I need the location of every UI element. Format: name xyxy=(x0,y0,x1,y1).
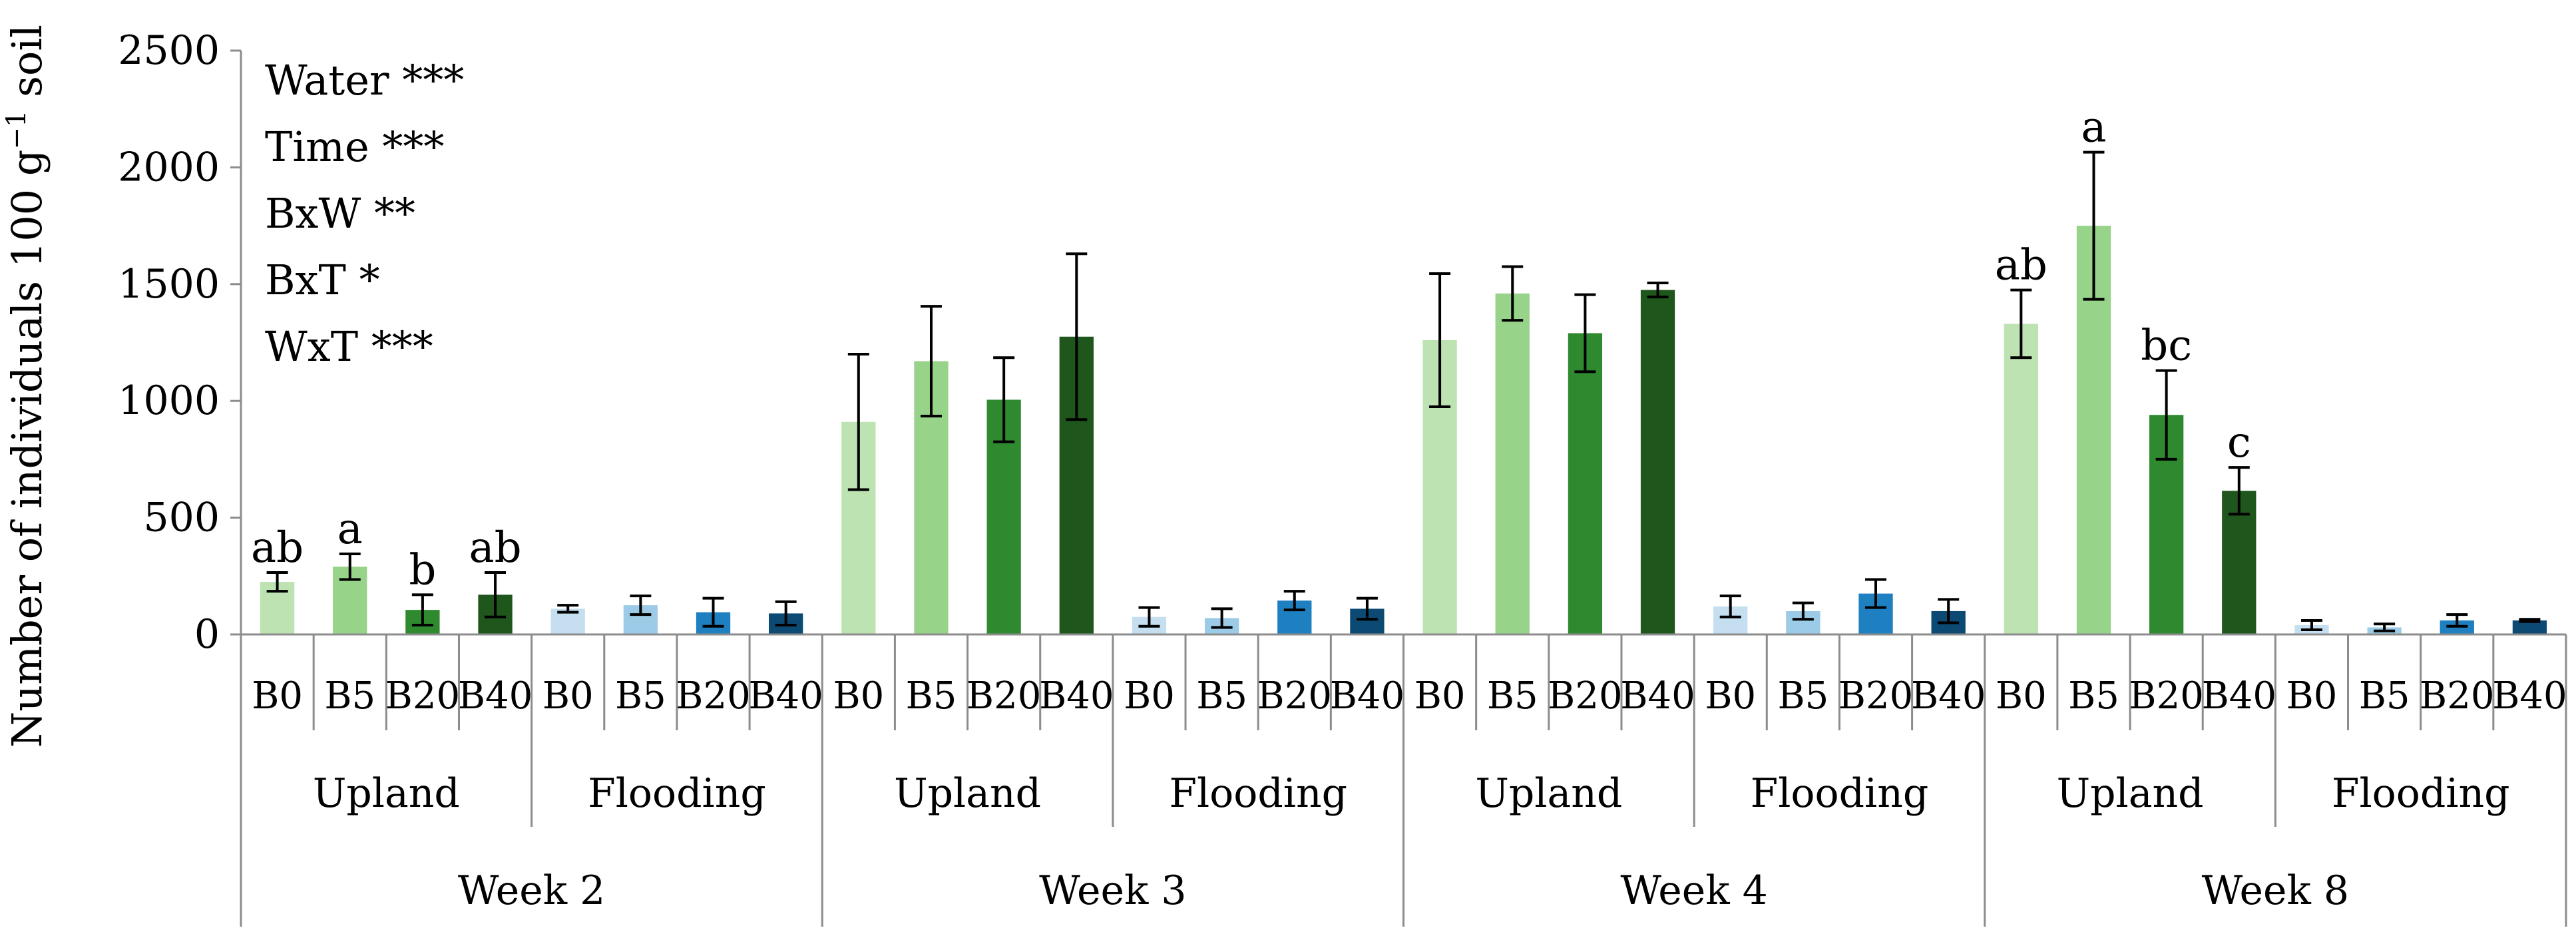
x-group-label-water: Flooding xyxy=(2332,770,2510,817)
x-tick-label-treatment: B20 xyxy=(2420,674,2494,718)
x-group-label-water: Upland xyxy=(1475,770,1622,817)
significance-letter: a xyxy=(337,505,363,554)
x-tick-label-treatment: B0 xyxy=(2286,674,2338,718)
y-axis: 0 500 1000 1500 2000 2500 xyxy=(118,27,242,658)
x-tick-label-treatment: B20 xyxy=(385,674,460,718)
annotation-label: WxT *** xyxy=(265,322,433,371)
x-group-label-week: Week 4 xyxy=(1620,867,1767,914)
significance-letter: ab xyxy=(251,523,304,573)
x-tick-label-treatment: B5 xyxy=(1777,674,1828,718)
x-tick-label-treatment: B5 xyxy=(615,674,666,718)
x-tick-label-treatment: B20 xyxy=(2129,674,2203,718)
x-group-label-water: Flooding xyxy=(588,770,766,817)
y-tick-label: 2000 xyxy=(118,144,220,190)
x-group-label-water: Upland xyxy=(2057,770,2204,817)
x-tick-label-treatment: B5 xyxy=(2359,674,2410,718)
x-group-label-water: Upland xyxy=(894,770,1041,817)
x-tick-label-treatment: B0 xyxy=(252,674,303,718)
x-group-label-water: Upland xyxy=(313,770,460,817)
x-group-label-water: Flooding xyxy=(1751,770,1929,817)
bar xyxy=(1640,290,1675,634)
x-tick-label-treatment: B0 xyxy=(1996,674,2047,718)
y-tick-label: 2500 xyxy=(118,27,220,74)
x-tick-label-treatment: B40 xyxy=(1620,674,1695,718)
significance-letter: b xyxy=(409,545,436,594)
x-tick-label-treatment: B0 xyxy=(1414,674,1466,718)
significance-letter: ab xyxy=(469,523,521,573)
x-tick-label-treatment: B5 xyxy=(2068,674,2119,718)
x-tick-label-treatment: B5 xyxy=(906,674,957,718)
y-tick-label: 500 xyxy=(143,495,220,541)
bar xyxy=(1495,293,1530,634)
x-tick-label-treatment: B40 xyxy=(458,674,533,718)
y-axis-label: Number of individuals 100 g−1 soil xyxy=(1,25,51,748)
x-group-label-week: Week 8 xyxy=(2202,867,2349,914)
x-tick-label-treatment: B5 xyxy=(1196,674,1247,718)
y-tick-label: 1000 xyxy=(118,377,220,424)
x-tick-label-treatment: B40 xyxy=(748,674,823,718)
bar xyxy=(2512,620,2547,634)
significance-letter: a xyxy=(2081,103,2106,152)
x-tick-label-treatment: B0 xyxy=(1124,674,1175,718)
x-tick-label-treatment: B40 xyxy=(2492,674,2567,718)
x-group-label-week: Week 2 xyxy=(458,867,605,914)
x-tick-label-treatment: B40 xyxy=(1039,674,1114,718)
significance-letter: ab xyxy=(1995,241,2047,290)
significance-letter: bc xyxy=(2141,322,2192,371)
x-tick-label-treatment: B20 xyxy=(1257,674,1332,718)
x-tick-label-treatment: B0 xyxy=(542,674,594,718)
y-axis-label-superscript: −1 xyxy=(1,111,32,150)
annotation-label: BxW ** xyxy=(265,189,415,238)
annotation-label: Time *** xyxy=(265,122,444,171)
x-tick-label-treatment: B40 xyxy=(2202,674,2276,718)
x-tick-label-treatment: B0 xyxy=(833,674,884,718)
significance-annotations: Water *** Time *** BxW ** BxT * WxT *** xyxy=(265,56,464,371)
x-tick-label-treatment: B20 xyxy=(1548,674,1622,718)
y-axis-title: Number of individuals 100 g−1 soil xyxy=(1,25,51,748)
significance-letter: c xyxy=(2227,418,2251,467)
x-tick-label-treatment: B20 xyxy=(676,674,750,718)
bar xyxy=(2004,324,2038,634)
bar xyxy=(1568,333,1603,634)
x-tick-label-treatment: B5 xyxy=(324,674,375,718)
x-tick-label-treatment: B5 xyxy=(1487,674,1538,718)
annotation-label: BxT * xyxy=(265,256,380,304)
annotation-label: Water *** xyxy=(265,56,464,105)
x-tick-label-treatment: B20 xyxy=(966,674,1041,718)
y-axis-label-tail: soil xyxy=(3,25,51,111)
y-tick-label: 1500 xyxy=(118,261,220,308)
x-tick-label-treatment: B40 xyxy=(1911,674,1986,718)
x-tick-label-treatment: B40 xyxy=(1330,674,1404,718)
x-tick-label-treatment: B20 xyxy=(1838,674,1913,718)
x-tick-label-treatment: B0 xyxy=(1705,674,1756,718)
y-tick-label: 0 xyxy=(194,611,220,658)
x-group-label-week: Week 3 xyxy=(1039,867,1186,914)
x-group-label-water: Flooding xyxy=(1169,770,1347,817)
